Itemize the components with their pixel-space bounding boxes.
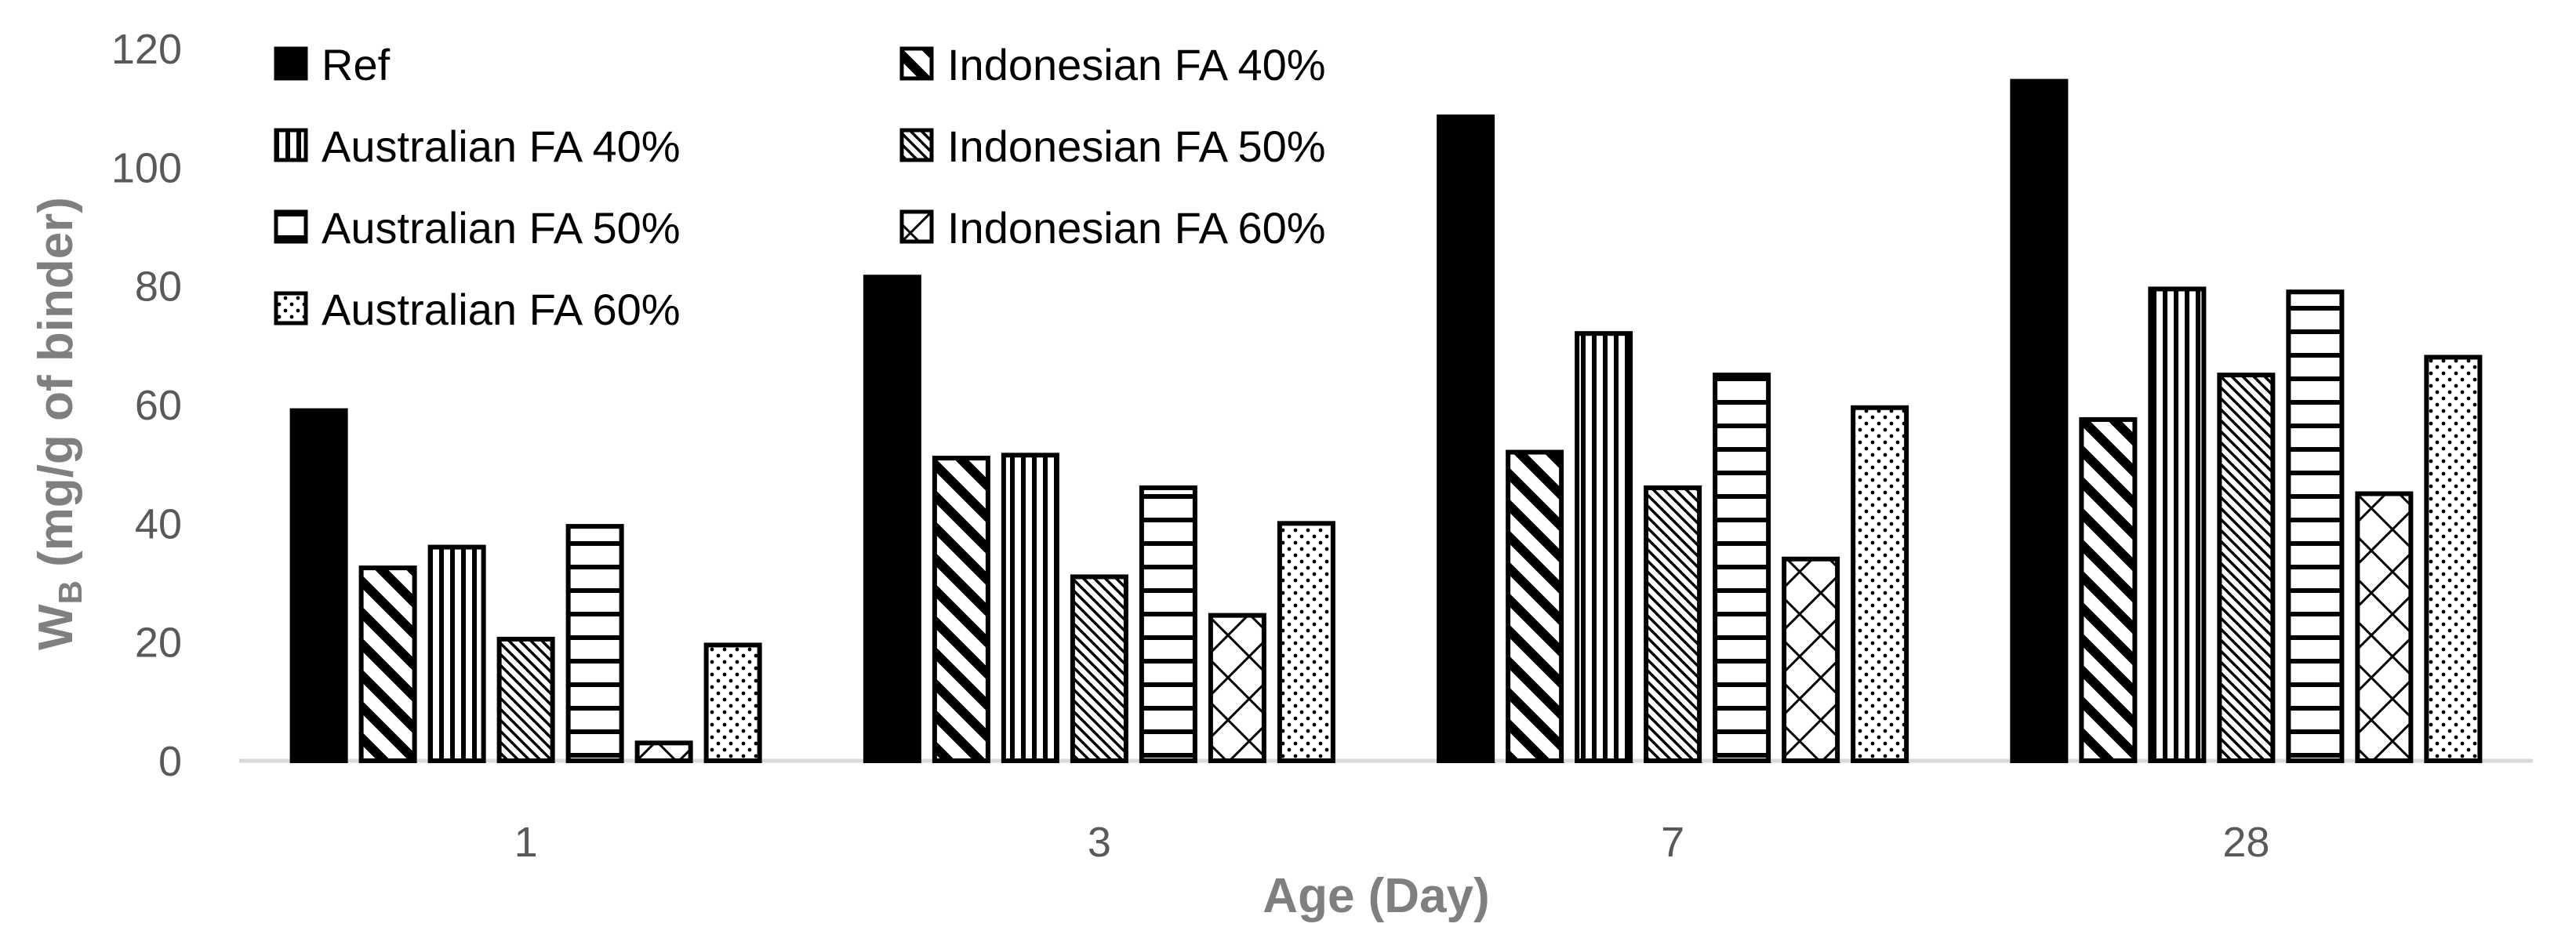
y-tick-label: 100 [111,144,182,191]
x-category-label: 1 [514,819,538,866]
bar [1277,521,1335,763]
legend-label: Australian FA 60% [322,285,681,334]
bar [2217,373,2276,763]
x-category-label: 28 [2222,819,2269,866]
legend-swatch [274,128,308,162]
legend-label: Australian FA 50% [322,203,681,253]
bar [1001,453,1059,763]
legend-label: Indonesian FA 40% [947,40,1326,89]
y-tick-label: 40 [135,500,182,547]
bar [703,642,762,764]
legend-label: Indonesian FA 60% [947,203,1326,253]
x-axis-category-labels: 1 3 7 28 [514,819,2270,866]
y-tick-label: 80 [135,264,182,311]
bar [2424,355,2483,763]
bar [1713,373,1771,763]
y-tick-label: 20 [135,620,182,667]
bar [2148,286,2207,763]
legend-swatch [274,209,308,244]
bar [496,636,555,764]
bar [1139,485,1197,764]
bar [863,275,921,764]
bar [1070,574,1128,764]
legend-label: Ref [322,40,391,89]
y-axis-title: WB (mg/g of binder) [29,197,89,650]
bar [932,456,990,763]
legend-swatch [899,46,934,81]
bar [1851,405,1909,763]
bar [1437,115,1495,763]
y-axis-title-rest: (mg/g of binder) [29,197,83,580]
bar [2286,289,2345,763]
y-tick-label: 120 [111,26,182,73]
legend-label: Indonesian FA 50% [947,122,1326,171]
bar [2355,491,2414,763]
legend-label: Australian FA 40% [322,122,681,171]
x-axis-title: Age (Day) [1263,869,1489,923]
bar [1644,485,1702,764]
x-category-label: 3 [1088,819,1111,866]
legend-swatch [899,209,934,244]
x-category-label: 7 [1661,819,1684,866]
legend-swatch [274,46,308,81]
bar [289,408,348,763]
bar [2010,78,2069,764]
bar [1782,556,1840,763]
y-axis-tick-labels: 0 20 40 60 80 100 120 [111,26,182,785]
y-tick-label: 0 [158,738,182,785]
legend-swatch [274,291,308,325]
y-axis-title-subscript: B [52,580,89,604]
bar [634,740,693,763]
bar [1208,613,1266,763]
bar [1575,331,1633,763]
legend-swatch [899,128,934,162]
legend: Ref Australian FA 40% Australian FA 50% Aus… [274,40,1326,334]
bar [1506,449,1564,763]
bars [289,78,2483,764]
bar [2079,416,2138,764]
y-tick-label: 60 [135,382,182,429]
y-axis-title-main: W [29,604,83,650]
bar [358,565,417,763]
bar [565,524,624,763]
bar [427,544,486,763]
